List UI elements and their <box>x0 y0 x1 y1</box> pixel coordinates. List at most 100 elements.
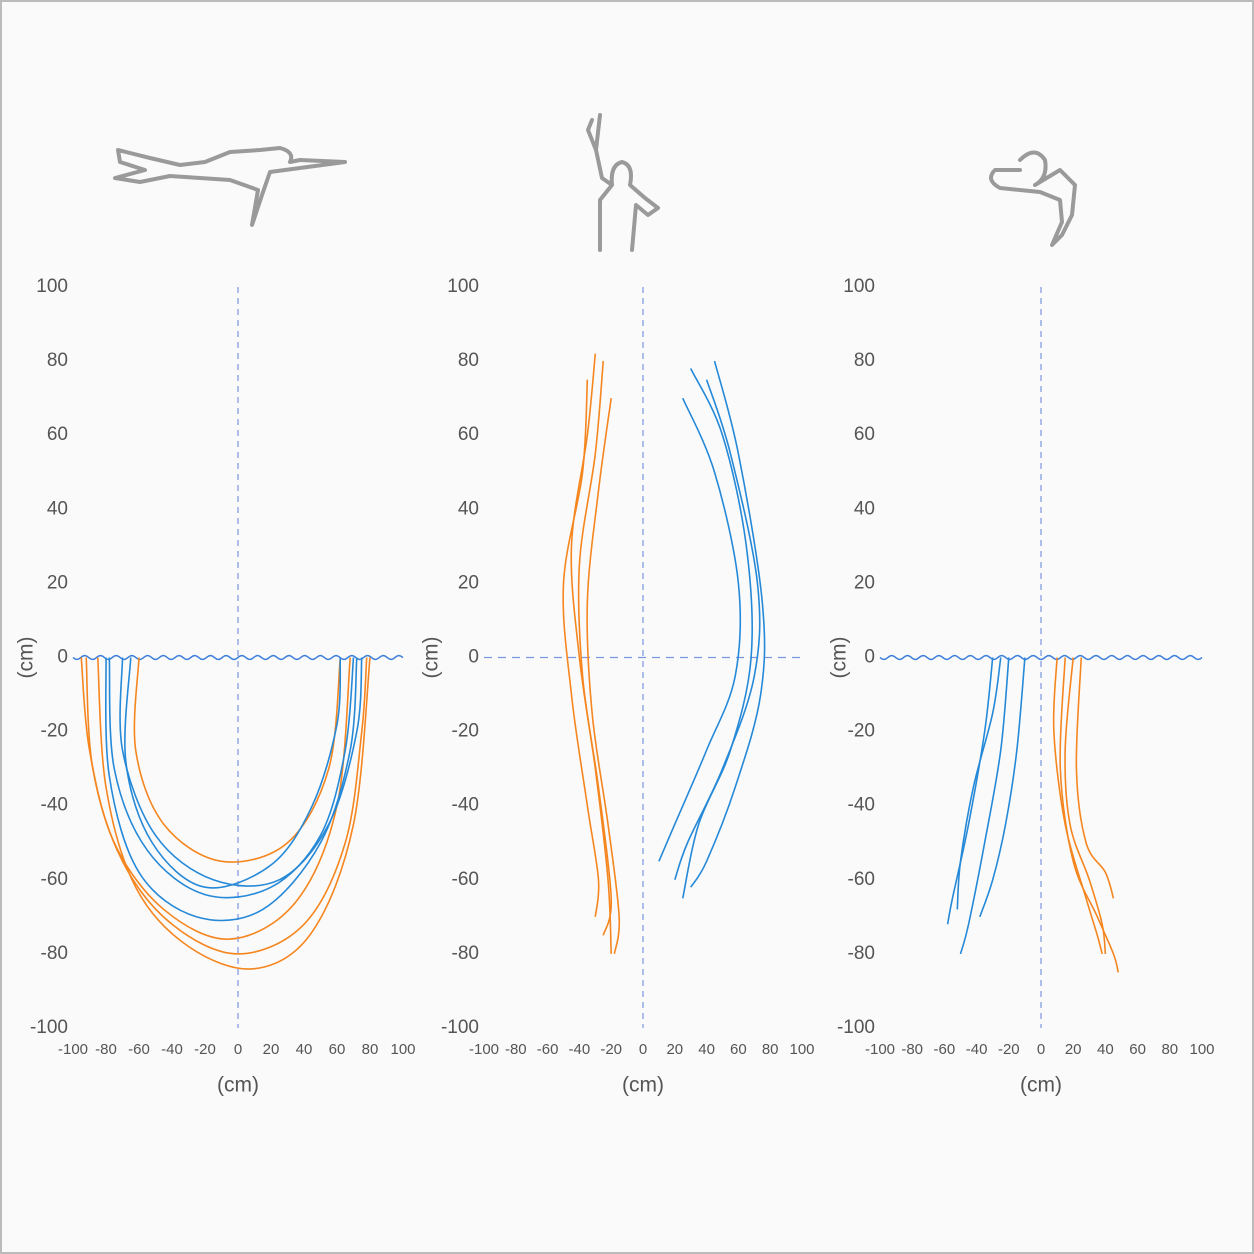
x-tick-label: 20 <box>666 1041 683 1058</box>
trajectory <box>1075 657 1115 899</box>
trajectory <box>674 379 761 881</box>
y-tick-label: 40 <box>458 498 479 519</box>
trajectory <box>104 657 358 922</box>
x-tick-label: 100 <box>1189 1041 1214 1058</box>
x-axis-label: (cm) <box>217 1074 259 1097</box>
swimmer-icon-side <box>113 146 347 227</box>
y-tick-label: 100 <box>447 276 479 297</box>
trajectory <box>133 657 342 863</box>
swimmer-icon-front <box>989 150 1077 247</box>
x-tick-label: 80 <box>762 1041 779 1058</box>
swimmer-icon-back <box>586 113 660 252</box>
x-tick-label: 40 <box>698 1041 715 1058</box>
x-tick-label: 80 <box>1161 1041 1178 1058</box>
y-tick-label: -100 <box>30 1017 68 1038</box>
x-tick-label: 60 <box>730 1041 747 1058</box>
y-tick-label: 20 <box>458 572 479 593</box>
y-tick-label: -20 <box>41 721 68 742</box>
y-tick-label: -80 <box>452 943 479 964</box>
y-tick-label: -20 <box>452 721 479 742</box>
x-tick-label: 0 <box>639 1041 647 1058</box>
x-tick-label: 20 <box>1065 1041 1082 1058</box>
y-tick-label: 40 <box>47 498 68 519</box>
x-tick-label: -20 <box>194 1041 216 1058</box>
trajectory <box>119 657 363 887</box>
x-tick-label: -100 <box>469 1041 499 1058</box>
x-tick-label: -80 <box>95 1041 117 1058</box>
x-tick-label: 0 <box>1037 1041 1045 1058</box>
y-tick-label: -60 <box>848 869 875 890</box>
y-tick-label: -40 <box>452 795 479 816</box>
trajectory <box>956 657 1002 910</box>
trajectory <box>979 657 1026 918</box>
trajectory <box>570 353 612 954</box>
y-tick-label: 60 <box>458 424 479 445</box>
x-tick-label: -80 <box>901 1041 923 1058</box>
water-surface <box>72 654 404 661</box>
x-tick-label: -60 <box>934 1041 956 1058</box>
x-tick-label: -40 <box>966 1041 988 1058</box>
y-tick-label: 20 <box>47 572 68 593</box>
trajectory <box>1064 657 1107 954</box>
y-tick-label: 100 <box>36 276 68 297</box>
y-tick-label: 0 <box>57 647 68 668</box>
trajectory <box>681 368 753 899</box>
y-tick-label: -60 <box>41 869 68 890</box>
y-tick-label: -80 <box>848 943 875 964</box>
y-axis-label: (cm) <box>420 637 443 679</box>
x-tick-label: -80 <box>505 1041 527 1058</box>
x-tick-label: 20 <box>263 1041 280 1058</box>
y-tick-label: 80 <box>458 350 479 371</box>
x-tick-label: 40 <box>1097 1041 1114 1058</box>
trajectory <box>96 657 371 970</box>
y-tick-label: 80 <box>47 350 68 371</box>
trajectory <box>1052 657 1103 955</box>
y-tick-label: -100 <box>441 1017 479 1038</box>
trajectory <box>562 379 600 917</box>
y-tick-label: 40 <box>854 498 875 519</box>
y-tick-label: 0 <box>468 647 479 668</box>
x-tick-label: 0 <box>234 1041 242 1058</box>
trajectory <box>577 361 613 936</box>
y-tick-label: 60 <box>854 424 875 445</box>
x-tick-label: 40 <box>296 1041 313 1058</box>
x-tick-label: -100 <box>58 1041 88 1058</box>
y-axis-label: (cm) <box>828 637 851 679</box>
trajectory <box>124 657 342 889</box>
x-tick-label: -60 <box>128 1041 150 1058</box>
trajectory <box>586 398 621 955</box>
trajectory <box>946 657 994 925</box>
trajectory <box>658 397 742 862</box>
x-tick-label: 100 <box>789 1041 814 1058</box>
x-tick-label: 60 <box>329 1041 346 1058</box>
x-axis-label: (cm) <box>1020 1074 1062 1097</box>
y-tick-label: 20 <box>854 572 875 593</box>
y-tick-label: 100 <box>843 276 875 297</box>
trajectory <box>690 360 766 888</box>
y-tick-label: -40 <box>848 795 875 816</box>
x-tick-label: 80 <box>362 1041 379 1058</box>
y-tick-label: -80 <box>41 943 68 964</box>
x-axis-label: (cm) <box>622 1074 664 1097</box>
trajectory <box>1059 657 1120 973</box>
y-tick-label: 80 <box>854 350 875 371</box>
y-axis-label: (cm) <box>15 637 38 679</box>
trajectory <box>959 657 1010 955</box>
y-tick-label: 0 <box>864 647 875 668</box>
x-tick-label: 100 <box>390 1041 415 1058</box>
x-tick-label: -20 <box>998 1041 1020 1058</box>
y-tick-label: -20 <box>848 721 875 742</box>
x-tick-label: -100 <box>865 1041 895 1058</box>
y-tick-label: -40 <box>41 795 68 816</box>
trajectory <box>108 657 355 899</box>
water-surface <box>879 654 1203 661</box>
y-tick-label: -100 <box>837 1017 875 1038</box>
y-tick-label: 60 <box>47 424 68 445</box>
x-tick-label: -20 <box>600 1041 622 1058</box>
x-tick-label: -40 <box>569 1041 591 1058</box>
x-tick-label: -60 <box>537 1041 559 1058</box>
y-tick-label: -60 <box>452 869 479 890</box>
x-tick-label: -40 <box>161 1041 183 1058</box>
